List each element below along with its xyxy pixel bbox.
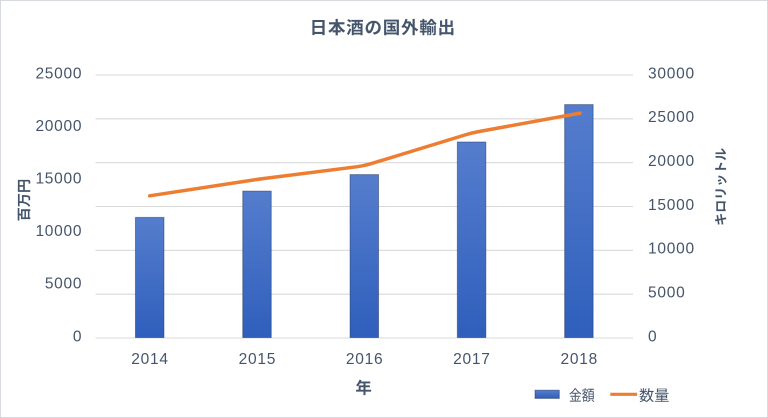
svg-text:0: 0 xyxy=(648,328,657,345)
svg-text:25000: 25000 xyxy=(648,109,695,126)
svg-text:2017: 2017 xyxy=(453,351,490,368)
svg-text:20000: 20000 xyxy=(648,153,695,170)
svg-text:2016: 2016 xyxy=(346,351,383,368)
svg-text:2018: 2018 xyxy=(560,351,597,368)
svg-text:10000: 10000 xyxy=(648,241,695,258)
svg-text:15000: 15000 xyxy=(648,197,695,214)
svg-text:2015: 2015 xyxy=(239,351,276,368)
svg-text:20000: 20000 xyxy=(35,118,82,135)
svg-text:5000: 5000 xyxy=(648,284,685,301)
svg-text:15000: 15000 xyxy=(35,171,82,188)
svg-text:30000: 30000 xyxy=(648,65,695,82)
svg-text:10000: 10000 xyxy=(35,223,82,240)
svg-text:25000: 25000 xyxy=(35,65,82,82)
svg-text:2014: 2014 xyxy=(131,351,168,368)
svg-text:0: 0 xyxy=(73,328,82,345)
svg-text:5000: 5000 xyxy=(45,276,82,293)
